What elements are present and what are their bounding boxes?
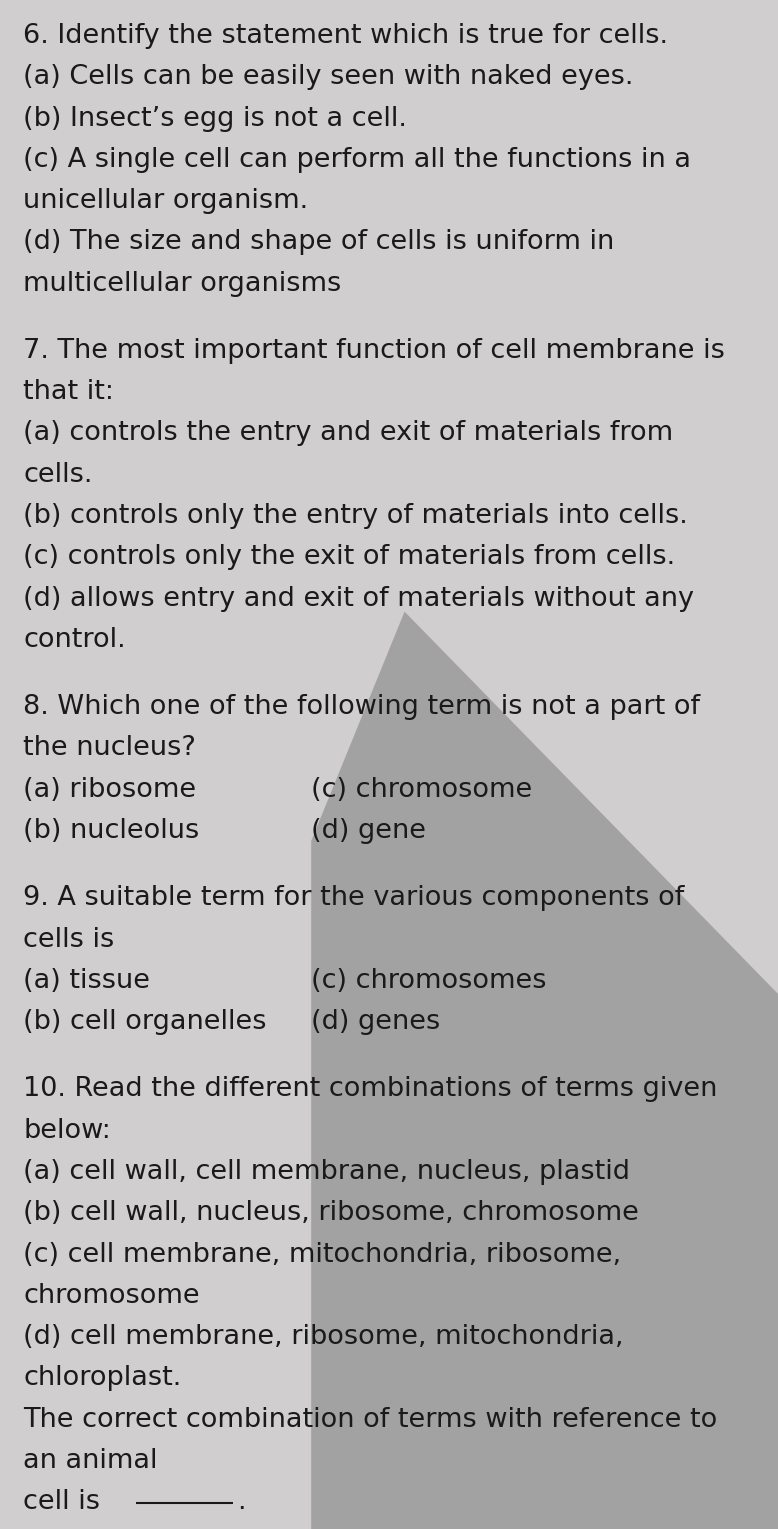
Text: (d) gene: (d) gene: [311, 818, 426, 844]
Text: chloroplast.: chloroplast.: [23, 1365, 181, 1391]
Text: (b) Insect’s egg is not a cell.: (b) Insect’s egg is not a cell.: [23, 106, 407, 131]
Text: cells.: cells.: [23, 462, 93, 488]
Text: the nucleus?: the nucleus?: [23, 735, 196, 761]
Text: below:: below:: [23, 1118, 111, 1144]
Text: (a) tissue: (a) tissue: [23, 968, 150, 994]
Text: (c) A single cell can perform all the functions in a: (c) A single cell can perform all the fu…: [23, 147, 692, 173]
Text: (b) controls only the entry of materials into cells.: (b) controls only the entry of materials…: [23, 503, 688, 529]
Text: (b) cell wall, nucleus, ribosome, chromosome: (b) cell wall, nucleus, ribosome, chromo…: [23, 1200, 640, 1226]
Text: 6. Identify the statement which is true for cells.: 6. Identify the statement which is true …: [23, 23, 668, 49]
Text: that it:: that it:: [23, 379, 114, 405]
Text: 7. The most important function of cell membrane is: 7. The most important function of cell m…: [23, 338, 725, 364]
Polygon shape: [311, 612, 778, 1529]
Text: (b) nucleolus: (b) nucleolus: [23, 818, 200, 844]
Text: chromosome: chromosome: [23, 1283, 200, 1309]
Text: (c) cell membrane, mitochondria, ribosome,: (c) cell membrane, mitochondria, ribosom…: [23, 1242, 622, 1268]
Text: The correct combination of terms with reference to: The correct combination of terms with re…: [23, 1407, 717, 1433]
Text: (d) genes: (d) genes: [311, 1009, 440, 1035]
Text: an animal: an animal: [23, 1448, 158, 1474]
Text: (c) chromosome: (c) chromosome: [311, 777, 532, 803]
Text: (a) ribosome: (a) ribosome: [23, 777, 197, 803]
Text: (a) Cells can be easily seen with naked eyes.: (a) Cells can be easily seen with naked …: [23, 64, 634, 90]
Text: (d) The size and shape of cells is uniform in: (d) The size and shape of cells is unifo…: [23, 229, 615, 255]
Text: (c) chromosomes: (c) chromosomes: [311, 968, 547, 994]
Text: (a) cell wall, cell membrane, nucleus, plastid: (a) cell wall, cell membrane, nucleus, p…: [23, 1159, 630, 1185]
Text: cells is: cells is: [23, 927, 114, 953]
Text: unicellular organism.: unicellular organism.: [23, 188, 308, 214]
Text: 9. A suitable term for the various components of: 9. A suitable term for the various compo…: [23, 885, 685, 911]
Text: (d) allows entry and exit of materials without any: (d) allows entry and exit of materials w…: [23, 586, 694, 612]
Text: (c) controls only the exit of materials from cells.: (c) controls only the exit of materials …: [23, 544, 675, 570]
Text: multicellular organisms: multicellular organisms: [23, 271, 342, 297]
Text: (d) cell membrane, ribosome, mitochondria,: (d) cell membrane, ribosome, mitochondri…: [23, 1324, 624, 1350]
Text: control.: control.: [23, 627, 126, 653]
Text: 8. Which one of the following term is not a part of: 8. Which one of the following term is no…: [23, 694, 700, 720]
Text: cell is: cell is: [23, 1489, 100, 1515]
Text: .: .: [237, 1489, 246, 1515]
Text: 10. Read the different combinations of terms given: 10. Read the different combinations of t…: [23, 1076, 718, 1102]
Text: (b) cell organelles: (b) cell organelles: [23, 1009, 267, 1035]
Text: (a) controls the entry and exit of materials from: (a) controls the entry and exit of mater…: [23, 420, 674, 446]
